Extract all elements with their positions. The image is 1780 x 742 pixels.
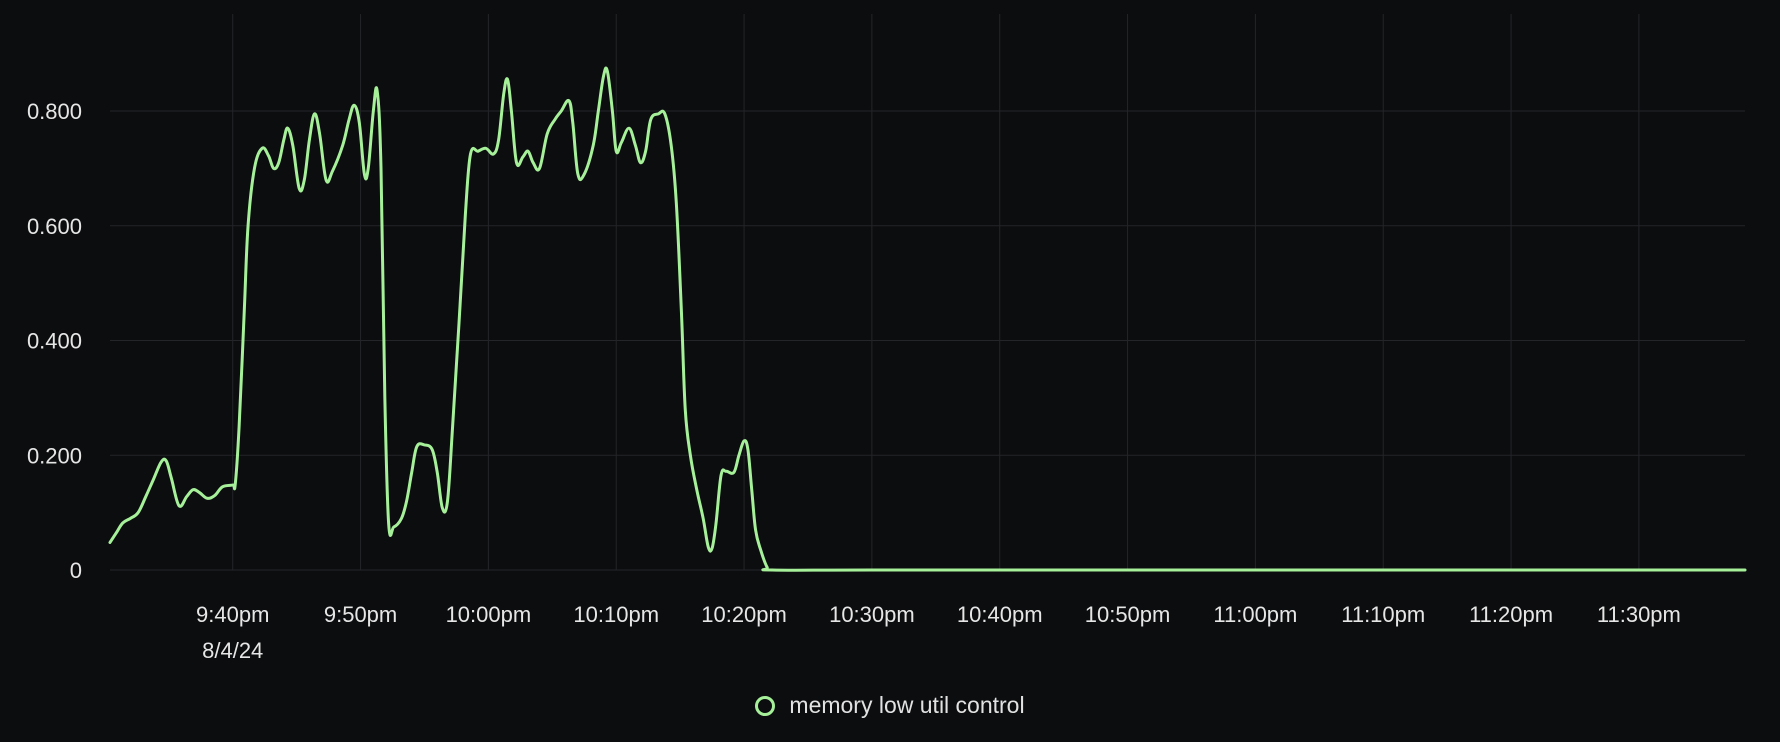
legend: memory low util control: [0, 692, 1780, 719]
y-tick-label: 0.400: [27, 329, 82, 354]
y-tick-label: 0.600: [27, 214, 82, 239]
x-tick-label: 10:30pm: [829, 602, 915, 627]
y-tick-label: 0.200: [27, 443, 82, 468]
x-tick-label: 10:00pm: [446, 602, 532, 627]
series-line[interactable]: [108, 66, 1747, 572]
x-tick-label: 10:40pm: [957, 602, 1043, 627]
y-tick-label: 0.800: [27, 99, 82, 124]
x-tick-label: 11:30pm: [1597, 602, 1681, 627]
y-gridlines: [110, 110, 1745, 571]
x-tick-date-label: 8/4/24: [202, 638, 263, 663]
x-axis-tick-labels: 9:40pm 8/4/24 9:50pm 10:00pm 10:10pm 10:20pm 1…: [196, 602, 1681, 663]
x-tick-label: 9:50pm: [324, 602, 397, 627]
x-tick-label: 11:20pm: [1469, 602, 1553, 627]
legend-circle-icon[interactable]: [755, 695, 776, 716]
x-tick-label: 10:50pm: [1085, 602, 1171, 627]
y-axis-tick-labels: 0 0.200 0.400 0.600 0.800: [27, 99, 82, 583]
x-tick-label: 11:10pm: [1341, 602, 1425, 627]
x-gridlines: [232, 14, 1640, 570]
legend-label[interactable]: memory low util control: [789, 692, 1025, 718]
y-tick-label: 0: [70, 558, 82, 583]
x-tick-label: 11:00pm: [1213, 602, 1297, 627]
x-tick-label: 10:20pm: [701, 602, 787, 627]
x-tick-label: 10:10pm: [573, 602, 659, 627]
series-layer: [108, 66, 1747, 572]
x-tick-label: 9:40pm: [196, 602, 269, 627]
